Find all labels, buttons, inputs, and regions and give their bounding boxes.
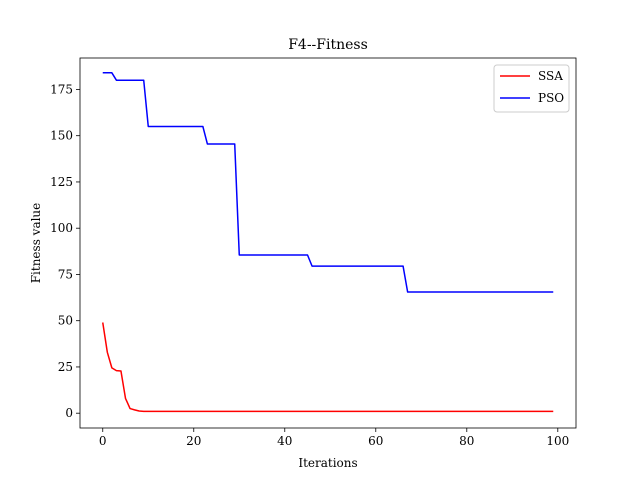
y-axis: 0 25 50 75 100 125 150 175 <box>50 82 80 420</box>
x-axis-label: Iterations <box>298 456 357 470</box>
series-line-pso <box>102 72 554 293</box>
legend-label-ssa: SSA <box>538 69 563 83</box>
y-tick-label: 0 <box>65 406 73 420</box>
y-tick-label: 125 <box>50 175 73 189</box>
legend-label-pso: PSO <box>538 91 564 105</box>
y-tick-label: 25 <box>58 360 73 374</box>
y-tick-label: 75 <box>58 267 73 281</box>
x-tick-label: 20 <box>186 434 201 448</box>
y-axis-label: Fitness value <box>29 203 43 284</box>
y-tick-label: 175 <box>50 82 73 96</box>
chart-title: F4--Fitness <box>288 37 368 53</box>
x-tick-label: 80 <box>459 434 474 448</box>
y-tick-label: 50 <box>58 314 73 328</box>
series-line-ssa <box>102 322 554 413</box>
y-tick-label: 100 <box>50 221 73 235</box>
x-tick-label: 0 <box>99 434 107 448</box>
axes-frame <box>79 57 577 429</box>
legend: SSA PSO <box>493 64 570 113</box>
x-tick-label: 100 <box>546 434 569 448</box>
plot-area <box>102 72 554 413</box>
x-axis: 0 20 40 60 80 100 <box>99 428 569 448</box>
y-tick-label: 150 <box>50 129 73 143</box>
x-tick-label: 40 <box>277 434 292 448</box>
x-tick-label: 60 <box>368 434 383 448</box>
